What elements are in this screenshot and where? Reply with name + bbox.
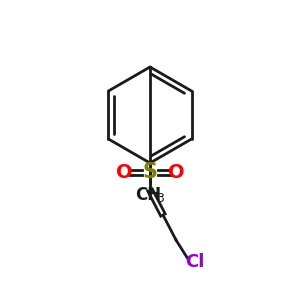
Text: O: O [116, 163, 132, 182]
Text: Cl: Cl [185, 253, 205, 271]
Text: O: O [168, 163, 184, 182]
Text: CH: CH [135, 186, 161, 204]
Text: S: S [142, 162, 158, 182]
Text: 3: 3 [156, 191, 164, 205]
